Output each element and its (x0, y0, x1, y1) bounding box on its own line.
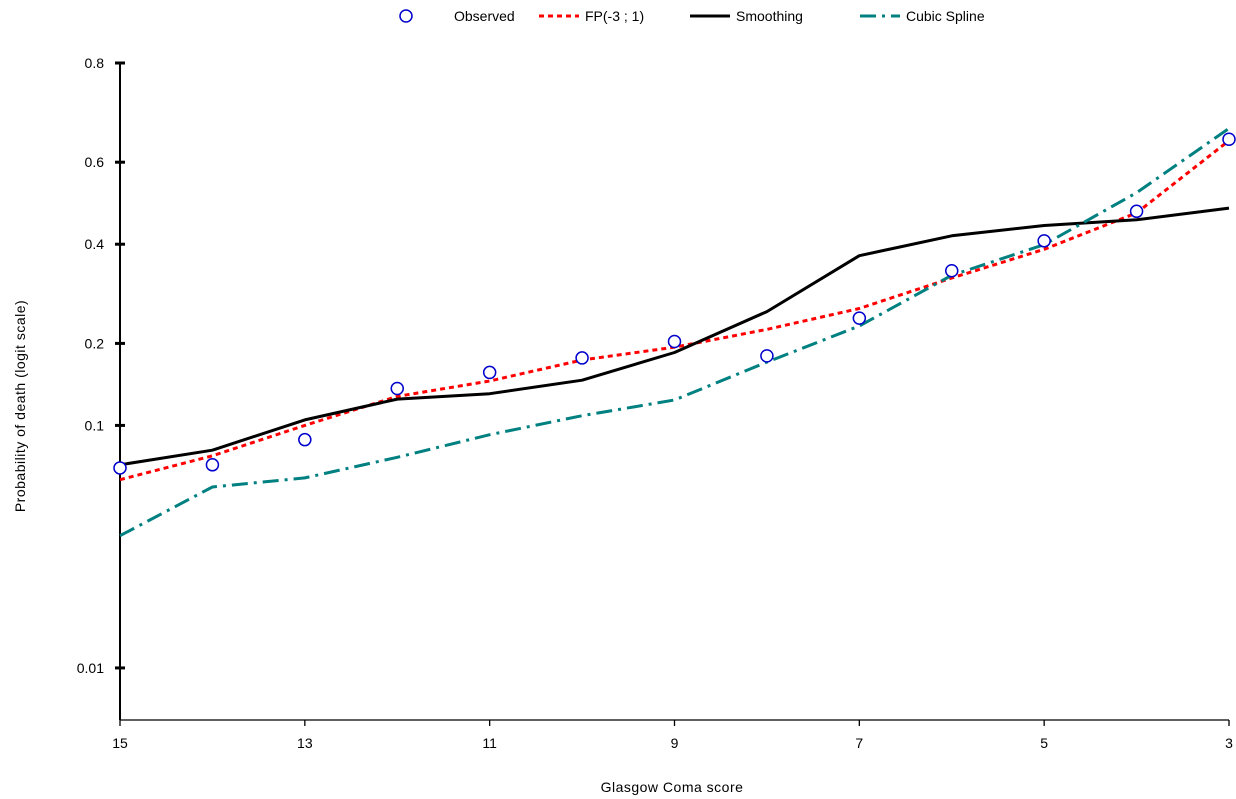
y-tick-label: 0.4 (85, 236, 105, 252)
y-axis-title: Probability of death (logit scale) (12, 300, 28, 512)
y-tick-label: 0.6 (85, 154, 105, 170)
legend-label-fp-3-1: FP(-3 ; 1) (585, 8, 644, 24)
axes: 0.8 0.6 0.4 0.2 0.1 0.01 15 13 11 9 7 5 3 (77, 55, 1233, 751)
legend-label-observed: Observed (454, 8, 515, 24)
legend-label-smoothing: Smoothing (736, 8, 803, 24)
data-point-observed (1129, 204, 1144, 219)
legend-marker-observed (399, 9, 413, 23)
y-tick-label: 0.01 (77, 660, 104, 676)
data-point-observed (1037, 234, 1051, 248)
data-point-observed (1222, 132, 1236, 147)
data-point-observed (667, 334, 682, 349)
data-point-observed (205, 458, 220, 472)
x-tick-label: 13 (297, 735, 313, 751)
y-tick-label: 0.1 (85, 417, 105, 433)
x-tick-label: 15 (112, 735, 128, 751)
series-lines (119, 127, 1230, 538)
x-ticks: 15 13 11 9 7 5 3 (112, 720, 1233, 751)
series-line-cubic-spline (119, 127, 1230, 538)
x-tick-label: 11 (482, 735, 497, 751)
series-markers (113, 132, 1236, 475)
data-point-observed (575, 351, 589, 365)
data-point-observed (852, 311, 867, 325)
legend: Observed FP(-3 ; 1) Smoothing Cubic Spline (399, 8, 985, 24)
y-tick-label: 0.8 (85, 55, 105, 71)
x-tick-label: 7 (855, 735, 863, 751)
y-ticks: 0.8 0.6 0.4 0.2 0.1 0.01 (77, 55, 125, 676)
x-tick-label: 5 (1040, 735, 1048, 751)
data-point-observed (113, 461, 127, 475)
y-tick-label: 0.2 (85, 335, 105, 351)
data-point-observed (760, 349, 774, 363)
x-tick-label: 9 (671, 735, 679, 751)
legend-label-cubic-spline: Cubic Spline (906, 8, 985, 24)
data-point-observed (482, 365, 497, 380)
series-line-fp-3-1 (119, 139, 1230, 482)
series-line-smoothing (119, 206, 1230, 467)
data-point-observed (298, 432, 312, 447)
x-axis-title: Glasgow Coma score (601, 779, 744, 795)
data-point-observed (945, 263, 959, 278)
data-point-observed (390, 381, 404, 396)
x-tick-label: 3 (1225, 735, 1233, 751)
